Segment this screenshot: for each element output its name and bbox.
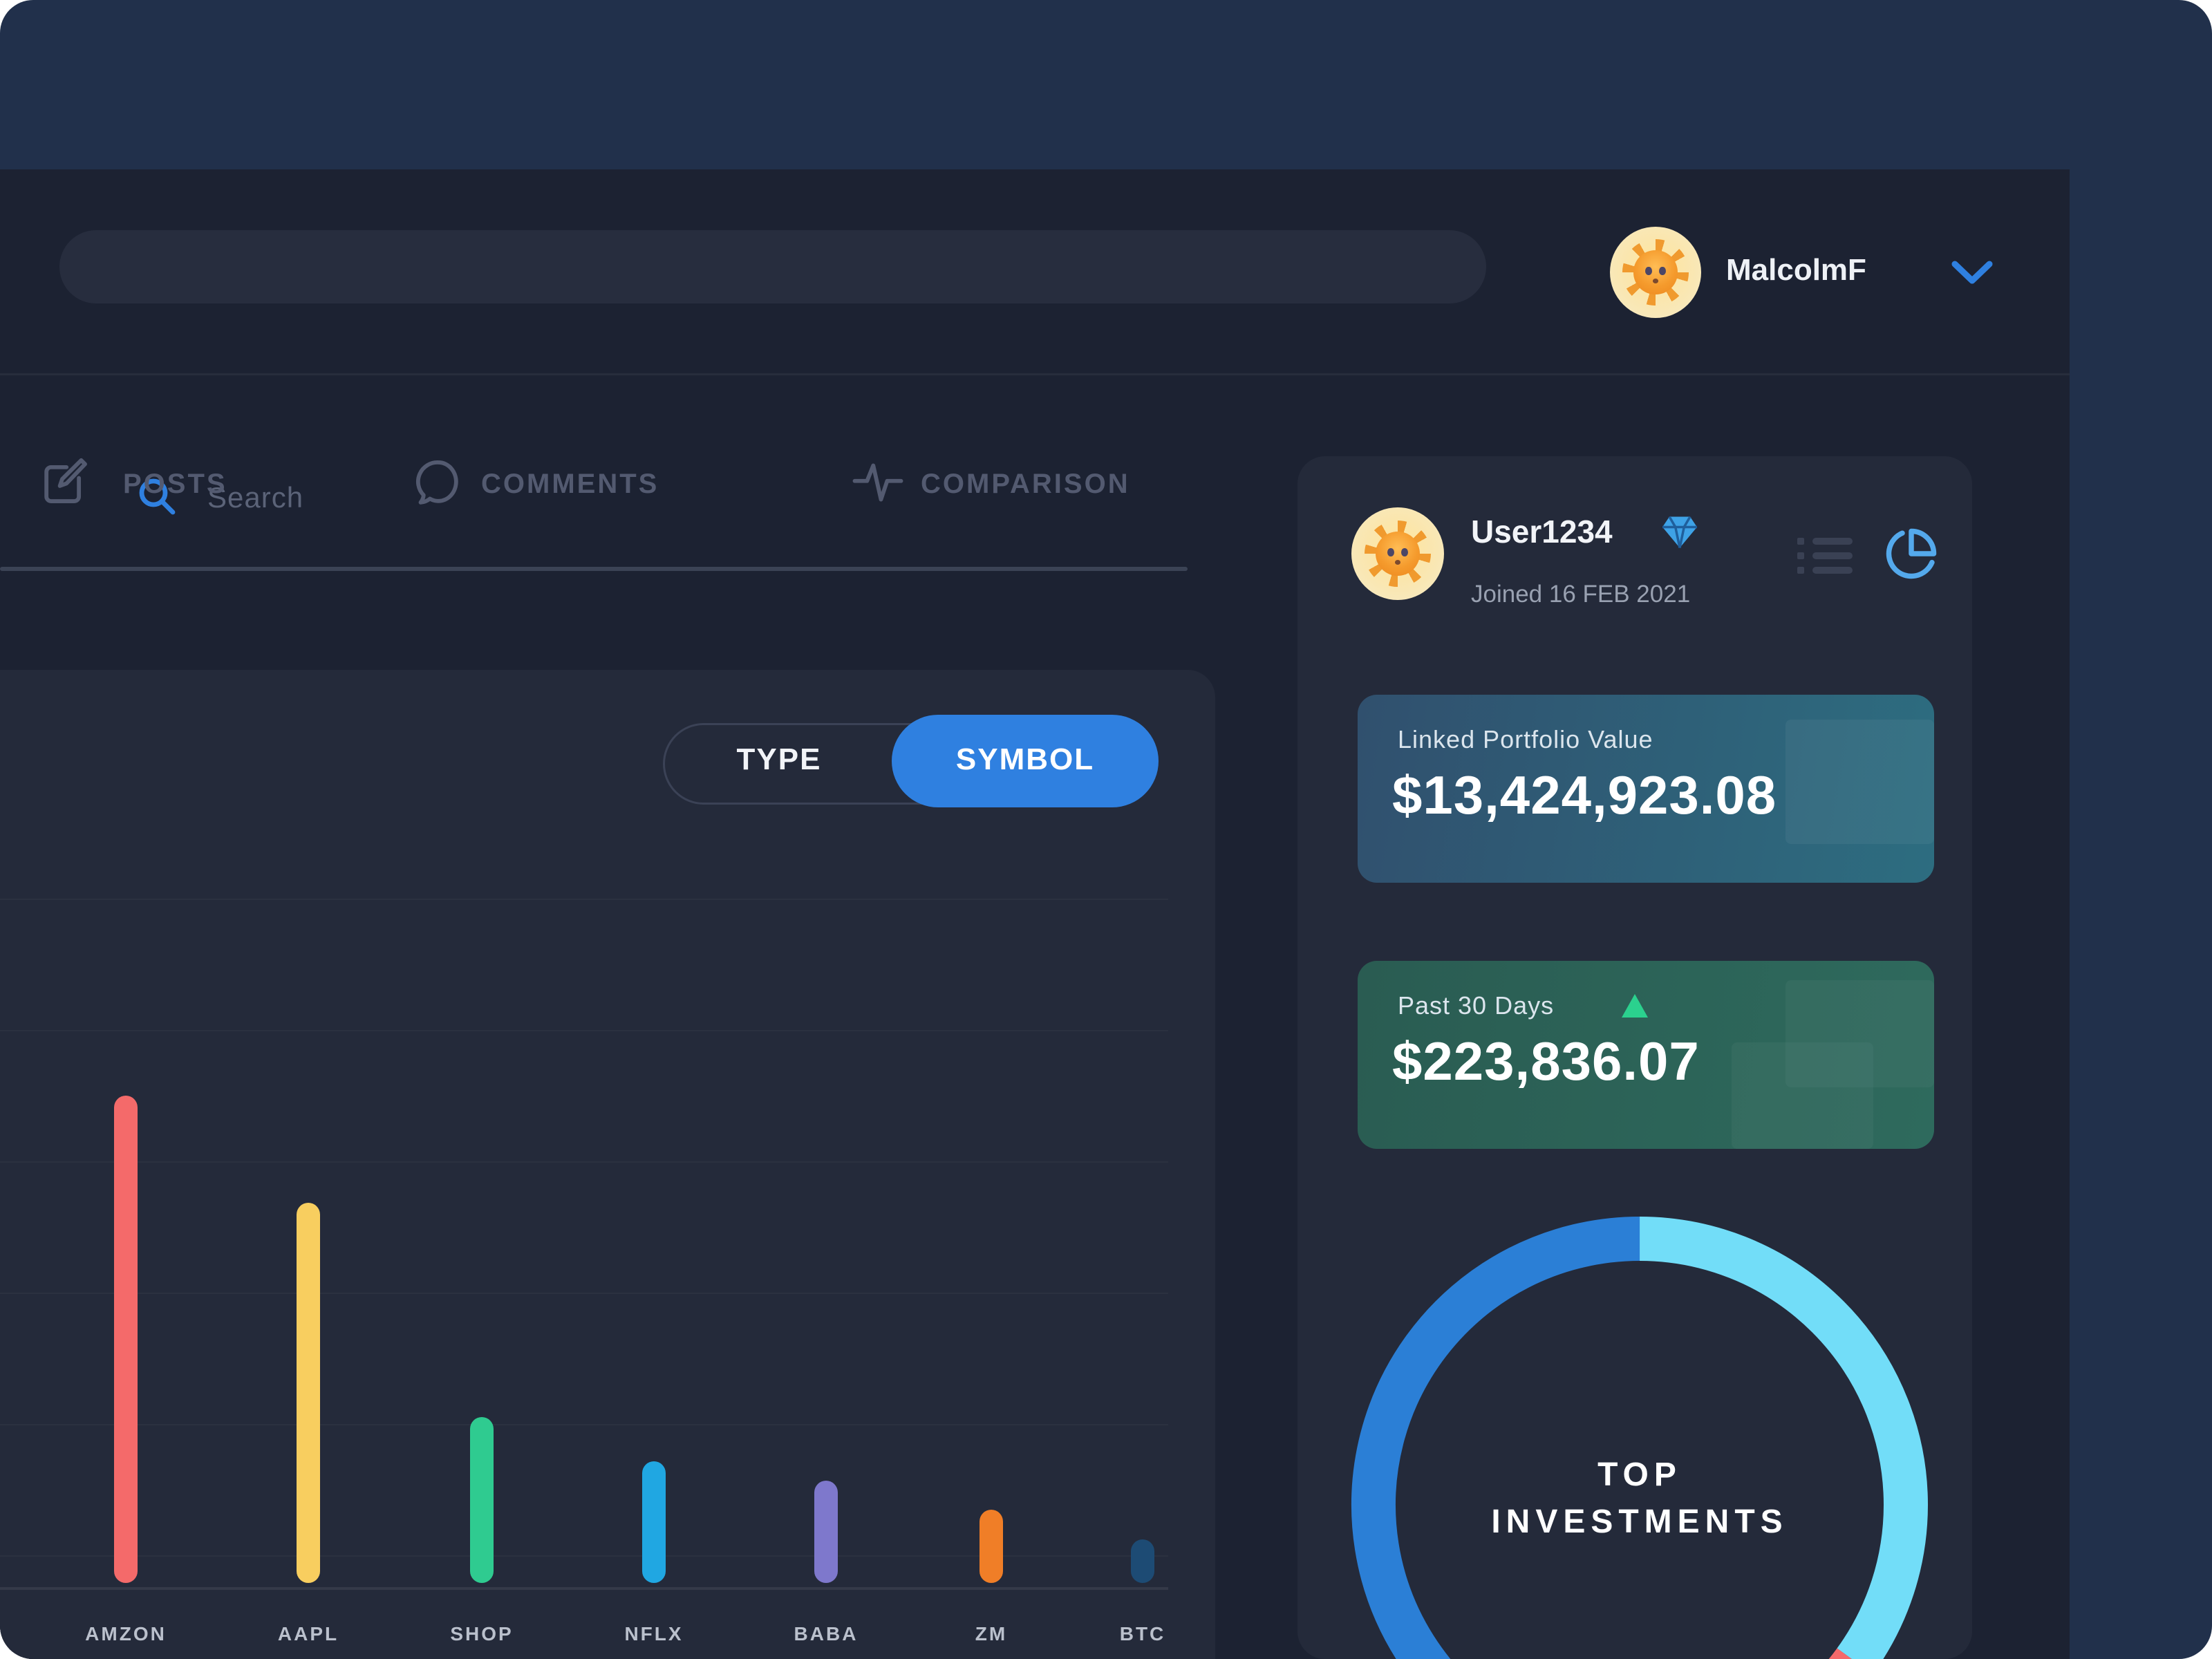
bar-label: BTC: [1119, 1623, 1166, 1644]
bar-label: BABA: [794, 1623, 859, 1644]
tabs-underline: [0, 567, 1188, 571]
header-username[interactable]: MalcolmF: [1726, 253, 1866, 287]
past30-card-label: Past 30 Days: [1398, 991, 1555, 1020]
search-placeholder: Search: [207, 481, 304, 514]
sun-face-decor: [1633, 250, 1678, 294]
bar-shop: [470, 1417, 494, 1583]
bar-label: AAPL: [277, 1623, 339, 1644]
pie-view-icon[interactable]: [1884, 527, 1938, 581]
header-user-avatar[interactable]: [1610, 227, 1701, 318]
donut-segment: [1351, 1217, 1928, 1659]
bar-nflx: [642, 1461, 666, 1583]
bar-label: SHOP: [450, 1623, 514, 1644]
header-divider: [0, 373, 2070, 375]
sidebar-user-avatar: [1351, 507, 1444, 600]
past-30-days-card: Past 30 Days $223,836.07: [1358, 961, 1934, 1149]
chevron-down-icon[interactable]: [1949, 257, 1995, 288]
diamond-badge-icon: [1662, 516, 1697, 548]
sidebar-username: User1234: [1471, 514, 1613, 550]
donut-title-line2: INVESTMENTS: [1491, 1503, 1788, 1540]
donut-title-line1: TOP: [1597, 1456, 1682, 1493]
triangle-up-icon: [1622, 994, 1648, 1018]
toggle-option-type[interactable]: TYPE: [736, 742, 822, 776]
bar-zm: [980, 1510, 1003, 1583]
search-input[interactable]: Search: [59, 230, 1486, 515]
speech-bubble-icon: [415, 460, 458, 505]
bar-aapl: [297, 1203, 320, 1583]
bar-label: AMZON: [85, 1623, 167, 1644]
tab-comments[interactable]: COMMENTS: [481, 469, 659, 499]
bar-label: ZM: [975, 1623, 1008, 1644]
activity-chart-card: [0, 670, 1215, 1659]
edit-square-icon: [44, 458, 87, 503]
toggle-option-symbol[interactable]: SYMBOL: [892, 715, 1159, 807]
past30-card-value: $223,836.07: [1392, 1031, 1700, 1091]
linked-portfolio-card: Linked Portfolio Value $13,424,923.08: [1358, 695, 1934, 883]
tab-comparison[interactable]: COMPARISON: [921, 469, 1130, 499]
portfolio-card-value: $13,424,923.08: [1392, 765, 1777, 825]
bar-btc: [1131, 1539, 1154, 1583]
sidebar-joined-date: Joined 16 FEB 2021: [1471, 581, 1691, 608]
list-view-icon[interactable]: [1796, 535, 1854, 577]
top-investments-donut: [1351, 1217, 1928, 1659]
chart-baseline: [0, 1587, 1168, 1590]
bar-amzon: [114, 1096, 138, 1583]
bar-baba: [814, 1481, 838, 1583]
tab-posts[interactable]: POSTS: [123, 469, 227, 499]
bar-label: NFLX: [624, 1623, 684, 1644]
pulse-icon: [852, 463, 903, 502]
search-icon: [139, 478, 176, 515]
portfolio-card-label: Linked Portfolio Value: [1398, 725, 1653, 753]
